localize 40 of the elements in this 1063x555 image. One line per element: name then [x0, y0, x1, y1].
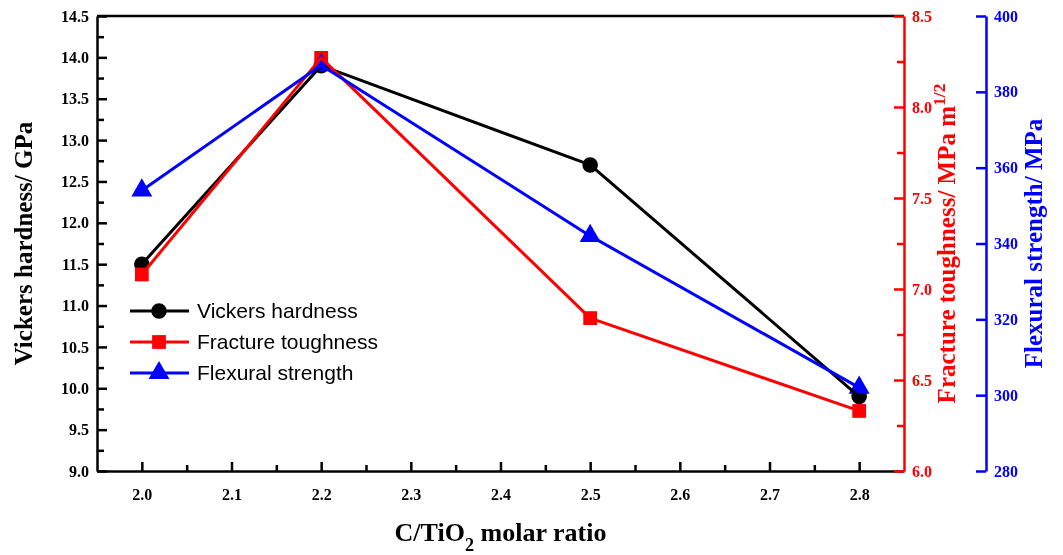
y-tick-label: 9.5	[69, 421, 89, 439]
y2-tick-label: 7.0	[912, 280, 932, 298]
x-tick-label: 2.0	[132, 485, 153, 503]
y-tick-label: 14.0	[61, 48, 89, 66]
y-tick-label: 11.0	[61, 297, 89, 315]
point	[852, 404, 867, 418]
legend-label: Vickers hardness	[197, 299, 358, 322]
y-tick-label: 10.0	[61, 379, 89, 397]
y-tick-label: 9.0	[69, 462, 89, 480]
legend-label: Flexural strength	[197, 361, 354, 384]
y3-axis-title: Flexural strength/ MPa	[1020, 118, 1047, 369]
y-tick-label: 12.0	[61, 214, 89, 232]
y-tick-label: 12.5	[61, 173, 89, 191]
x-tick-label: 2.1	[222, 485, 242, 503]
y3-tick-label: 320	[994, 310, 1018, 328]
y2-tick-label: 8.5	[912, 7, 932, 25]
y-axis-title: Vickers hardness/ GPa	[10, 121, 37, 366]
y-tick-label: 10.5	[61, 338, 89, 356]
y-tick-label: 11.5	[61, 255, 89, 273]
x-tick-label: 2.2	[311, 485, 332, 503]
x-tick-label: 2.8	[849, 485, 870, 503]
y-tick-label: 13.0	[61, 131, 89, 149]
y2-tick-label: 8.0	[912, 98, 932, 116]
y-tick-label: 14.5	[61, 7, 89, 25]
x-axis-title: C/TiO$_{2}$ molar ratio	[394, 518, 607, 555]
y3-tick-label: 400	[994, 7, 1018, 25]
x-tick-label: 2.7	[760, 485, 780, 503]
y3-tick-label: 300	[994, 386, 1018, 404]
y3-tick-label: 340	[994, 235, 1018, 253]
y3-tick-label: 280	[994, 462, 1018, 480]
y3-tick-label: 360	[994, 159, 1018, 177]
y-tick-label: 13.5	[61, 90, 89, 108]
y2-tick-label: 7.5	[912, 189, 932, 207]
y3-tick-label: 380	[994, 83, 1018, 101]
x-tick-label: 2.6	[670, 485, 691, 503]
x-tick-label: 2.4	[491, 485, 511, 503]
y2-tick-label: 6.0	[912, 462, 932, 480]
x-tick-label: 2.3	[401, 485, 422, 503]
legend-label: Fracture toughness	[197, 330, 378, 353]
x-tick-label: 2.5	[580, 485, 601, 503]
